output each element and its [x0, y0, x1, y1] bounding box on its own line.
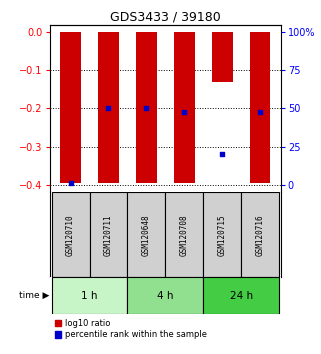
Title: GDS3433 / 39180: GDS3433 / 39180	[110, 11, 221, 24]
Text: GSM120711: GSM120711	[104, 214, 113, 256]
Text: time ▶: time ▶	[19, 291, 49, 300]
Bar	[174, 32, 195, 183]
Text: GSM120716: GSM120716	[256, 214, 265, 256]
Text: 24 h: 24 h	[230, 291, 253, 301]
Text: GSM120710: GSM120710	[66, 214, 75, 256]
Legend: log10 ratio, percentile rank within the sample: log10 ratio, percentile rank within the …	[54, 318, 208, 340]
Text: GSM120648: GSM120648	[142, 214, 151, 256]
Text: 1 h: 1 h	[81, 291, 98, 301]
Text: GSM120715: GSM120715	[218, 214, 227, 256]
Bar	[52, 278, 127, 314]
Bar	[127, 192, 165, 278]
Text: 4 h: 4 h	[157, 291, 174, 301]
Bar	[165, 192, 203, 278]
Bar	[52, 192, 90, 278]
Bar	[127, 278, 203, 314]
Point	[68, 180, 73, 186]
Point	[182, 109, 187, 114]
Bar	[212, 32, 233, 82]
Bar	[90, 192, 127, 278]
Bar	[250, 32, 271, 183]
Text: GSM120708: GSM120708	[180, 214, 189, 256]
Bar	[60, 32, 81, 183]
Point	[220, 151, 225, 157]
Point	[144, 105, 149, 111]
Bar	[98, 32, 119, 183]
Bar	[203, 192, 241, 278]
Bar	[241, 192, 279, 278]
Point	[257, 109, 263, 114]
Bar	[203, 278, 279, 314]
Point	[106, 105, 111, 111]
Bar	[136, 32, 157, 183]
